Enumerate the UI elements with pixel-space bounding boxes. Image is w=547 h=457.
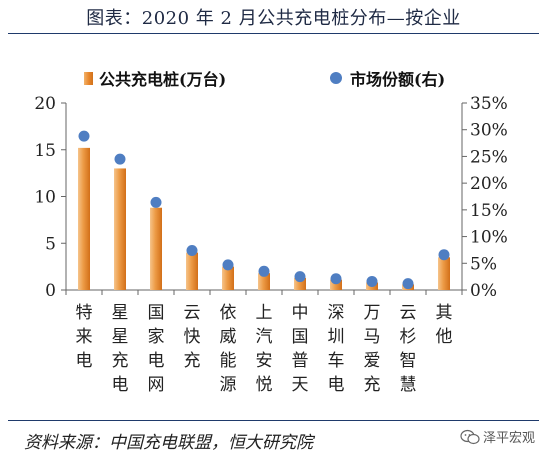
share-point <box>330 273 342 285</box>
share-point <box>186 244 198 256</box>
y-right-tick-label: 5% <box>470 254 497 274</box>
y-right-tick-label: 25% <box>470 147 508 167</box>
share-point <box>258 265 270 277</box>
title-divider <box>8 33 539 34</box>
watermark: 泽平宏观 <box>460 427 535 446</box>
wechat-icon <box>460 429 480 444</box>
bar <box>222 266 234 290</box>
y-right-tick-label: 0% <box>470 281 497 301</box>
x-tick-label: 依威能源 <box>220 303 237 395</box>
x-tick-label: 上汽安悦 <box>256 303 273 395</box>
bar <box>186 252 198 290</box>
y-left-tick-label: 15 <box>34 141 56 161</box>
x-tick-label: 云杉智慧 <box>400 303 417 395</box>
legend-dot-swatch <box>330 72 342 84</box>
legend-bar-swatch <box>84 71 93 85</box>
share-point <box>78 130 90 142</box>
bar <box>114 168 126 290</box>
watermark-text: 泽平宏观 <box>482 431 535 446</box>
bar <box>258 273 270 290</box>
x-tick-label: 其他 <box>436 303 453 347</box>
share-point <box>438 249 450 261</box>
source-divider <box>8 420 539 421</box>
y-right-tick-label: 15% <box>470 201 508 221</box>
y-left-tick-label: 5 <box>45 234 56 254</box>
y-right-tick-label: 30% <box>470 121 508 141</box>
bar <box>438 257 450 290</box>
x-tick-label: 星星充电 <box>112 303 129 395</box>
legend-label-bars: 公共充电桩(万台) <box>99 70 227 89</box>
y-left-tick-label: 0 <box>45 281 56 301</box>
y-right-tick-label: 20% <box>470 174 508 194</box>
share-point <box>366 275 378 287</box>
x-tick-label: 特来电 <box>76 303 93 371</box>
legend-label-dots: 市场份额(右) <box>350 70 446 89</box>
bar <box>150 207 162 290</box>
legend: 公共充电桩(万台) 市场份额(右) <box>0 66 547 90</box>
x-tick-label: 深圳车电 <box>328 303 345 395</box>
x-tick-label: 云快充 <box>184 303 201 371</box>
y-right-tick-label: 35% <box>470 94 508 114</box>
x-tick-label: 国家电网 <box>148 303 165 395</box>
chart-plot: 0 5 10 15 20 0% 5% 10% 15% 20% 25% 30% 35% 特来电 星星充电 国家电… <box>34 94 508 395</box>
header: 图表：2020 年 2 月公共充电桩分布—按企业 <box>0 0 547 34</box>
source-note: 资料来源：中国充电联盟，恒大研究院 <box>24 433 313 453</box>
y-left-tick-label: 10 <box>34 188 56 208</box>
share-point <box>222 259 234 271</box>
bar <box>78 147 90 290</box>
share-point <box>402 278 414 290</box>
x-tick-label: 万马爱充 <box>364 303 381 395</box>
y-right-tick-label: 10% <box>470 228 508 248</box>
share-point <box>150 196 162 208</box>
bar <box>330 279 342 290</box>
legend-item-dots: 市场份额(右) <box>330 66 445 90</box>
share-point <box>114 153 126 165</box>
x-tick-label: 中国普天 <box>292 303 309 395</box>
legend-item-bars: 公共充电桩(万台) <box>84 66 226 90</box>
y-left-tick-label: 20 <box>34 94 56 114</box>
chart-title: 图表：2020 年 2 月公共充电桩分布—按企业 <box>86 8 461 29</box>
share-point <box>294 271 306 283</box>
